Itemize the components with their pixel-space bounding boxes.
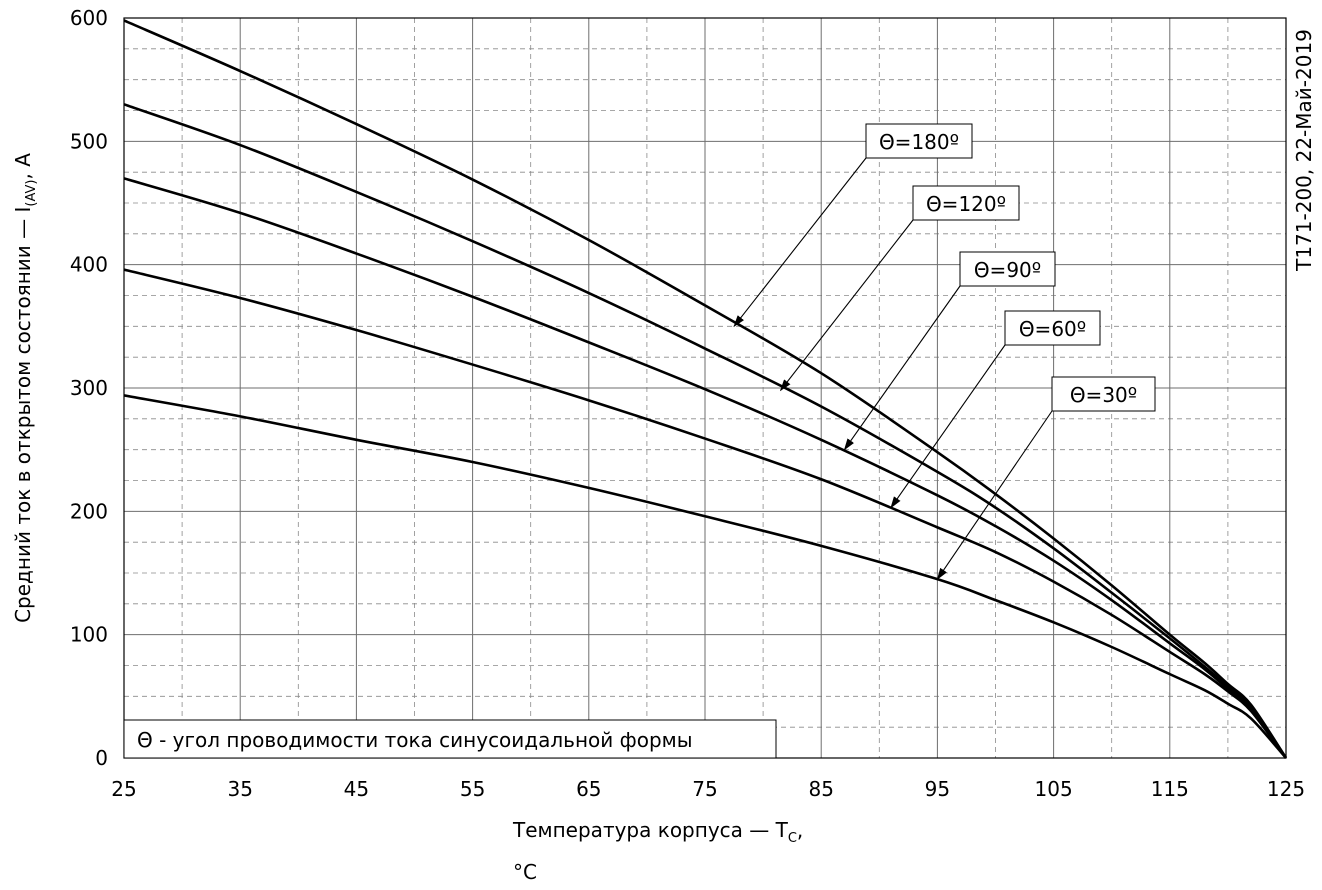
- annotation-arrow: [890, 344, 1006, 509]
- series-line-5: [123, 394, 1287, 759]
- x-tick-label: 125: [1267, 777, 1305, 801]
- tick-labels: 25 35 45 55 65 75 85 95 105 115 125 0 100 200 300 400 50…: [70, 6, 1305, 801]
- y-axis-label-main: Средний ток в открытом состоянии — I: [11, 207, 35, 623]
- x-tick-label: 105: [1035, 777, 1073, 801]
- annotation-box: [865, 123, 973, 159]
- annotation-label: Θ=90º: [974, 258, 1041, 282]
- x-tick-label: 85: [808, 777, 833, 801]
- series-layer: [123, 19, 1288, 759]
- annotation-label: Θ=60º: [1019, 317, 1086, 341]
- annotation-box: [1004, 310, 1101, 346]
- x-axis-label-sub: C: [788, 831, 797, 846]
- series-line-1: [123, 19, 1288, 759]
- x-tick-label: 45: [344, 777, 369, 801]
- x-axis-label-main: Температура корпуса — T: [512, 818, 789, 842]
- y-tick-label: 0: [95, 746, 108, 770]
- annotation-arrow: [936, 410, 1053, 580]
- y-axis-label-suffix: , A: [11, 153, 35, 180]
- side-stamp: T171-200, 22-Май-2019: [1292, 29, 1316, 272]
- series-line-2: [123, 103, 1288, 759]
- x-tick-label: 55: [460, 777, 485, 801]
- annotation-arrow: [733, 157, 867, 328]
- annotation-box: [959, 251, 1056, 287]
- annotation-label: Θ=30º: [1070, 383, 1137, 407]
- x-tick-label: 115: [1151, 777, 1189, 801]
- x-axis-label: Температура корпуса — TC,: [512, 818, 803, 846]
- annotation-box: [912, 185, 1020, 221]
- legend-note: Θ - угол проводимости тока синусоидально…: [137, 728, 693, 752]
- annotation-label: Θ=180º: [879, 130, 959, 154]
- y-axis-label: Средний ток в открытом состоянии — I(AV)…: [11, 153, 39, 623]
- x-tick-label: 75: [692, 777, 717, 801]
- annotation-label: Θ=120º: [926, 192, 1006, 216]
- annotation-arrow: [779, 219, 914, 392]
- annotation-arrow: [843, 285, 961, 451]
- x-tick-label: 35: [227, 777, 252, 801]
- x-tick-label: 25: [111, 777, 136, 801]
- y-tick-label: 300: [70, 376, 108, 400]
- series-line-4: [123, 268, 1288, 759]
- x-tick-label: 65: [576, 777, 601, 801]
- y-tick-label: 200: [70, 499, 108, 523]
- x-axis-unit: °C: [513, 860, 537, 884]
- annotation-layer: Θ=180º Θ=120º Θ=90º Θ=60º Θ=30º: [733, 123, 1156, 580]
- y-axis-label-sub: (AV): [24, 179, 39, 206]
- series-line-3: [123, 177, 1288, 759]
- y-tick-label: 400: [70, 253, 108, 277]
- annotation-box: [1051, 376, 1156, 412]
- y-tick-label: 100: [70, 623, 108, 647]
- y-tick-label: 600: [70, 6, 108, 30]
- x-axis-label-suffix: ,: [797, 818, 803, 842]
- legend-note-box: [123, 719, 777, 759]
- x-tick-label: 95: [925, 777, 950, 801]
- y-tick-label: 500: [70, 129, 108, 153]
